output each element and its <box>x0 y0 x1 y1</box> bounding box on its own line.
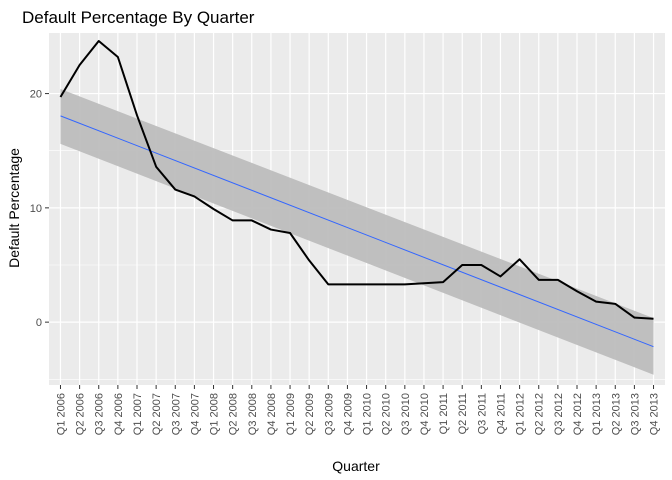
x-tick-label: Q1 2012 <box>515 393 527 435</box>
y-tick-label: 20 <box>30 89 42 101</box>
x-tick-label: Q2 2010 <box>381 393 393 435</box>
x-tick-label: Q3 2009 <box>323 393 335 435</box>
y-tick-label: 0 <box>36 317 42 329</box>
x-tick-label: Q2 2011 <box>457 393 469 434</box>
series-line-default-percentage <box>59 40 654 320</box>
confidence-band <box>60 89 654 375</box>
x-tick-label: Q1 2009 <box>285 393 297 435</box>
x-tick-label: Q1 2008 <box>209 393 221 435</box>
x-tick-label: Q4 2010 <box>419 393 431 435</box>
x-tick-label: Q3 2011 <box>476 393 488 434</box>
x-tick-label: Q3 2010 <box>400 393 412 435</box>
x-axis: Q1 2006 Q2 2006 Q3 2006 Q4 2006 Q1 2007 Q2 20… <box>55 385 661 435</box>
x-tick-label: Q1 2011 <box>438 393 450 434</box>
x-tick-label: Q2 2006 <box>75 393 87 435</box>
x-tick-label: Q1 2007 <box>132 393 144 435</box>
confidence-band-area <box>60 89 654 375</box>
series-lines <box>59 40 654 320</box>
y-axis-title: Default Percentage <box>6 148 22 268</box>
x-tick-label: Q2 2009 <box>304 393 316 435</box>
x-tick-label: Q3 2008 <box>247 393 259 435</box>
regression-line <box>60 115 654 348</box>
x-tick-label: Q4 2013 <box>649 393 661 435</box>
x-tick-label: Q3 2013 <box>629 393 641 435</box>
x-tick-label: Q3 2006 <box>94 393 106 435</box>
x-tick-label: Q2 2008 <box>228 393 240 435</box>
x-tick-label: Q4 2007 <box>189 393 201 435</box>
x-tick-label: Q4 2008 <box>266 393 278 435</box>
trend-line <box>60 115 654 348</box>
x-tick-label: Q4 2006 <box>113 393 125 435</box>
chart-title: Default Percentage By Quarter <box>22 8 255 27</box>
x-tick-label: Q4 2012 <box>572 393 584 435</box>
x-tick-label: Q1 2006 <box>55 393 67 435</box>
x-axis-title: Quarter <box>332 458 380 474</box>
x-tick-label: Q3 2007 <box>170 393 182 435</box>
x-tick-label: Q4 2011 <box>495 393 507 434</box>
x-tick-label: Q2 2013 <box>610 393 622 435</box>
x-tick-label: Q3 2012 <box>553 393 565 435</box>
x-tick-label: Q2 2007 <box>151 393 163 435</box>
x-tick-label: Q1 2013 <box>591 393 603 435</box>
y-tick-label: 10 <box>30 203 42 215</box>
x-tick-label: Q2 2012 <box>534 393 546 435</box>
x-tick-label: Q4 2009 <box>342 393 354 435</box>
x-tick-label: Q1 2010 <box>362 393 374 435</box>
y-axis: 0 10 20 <box>30 89 49 329</box>
